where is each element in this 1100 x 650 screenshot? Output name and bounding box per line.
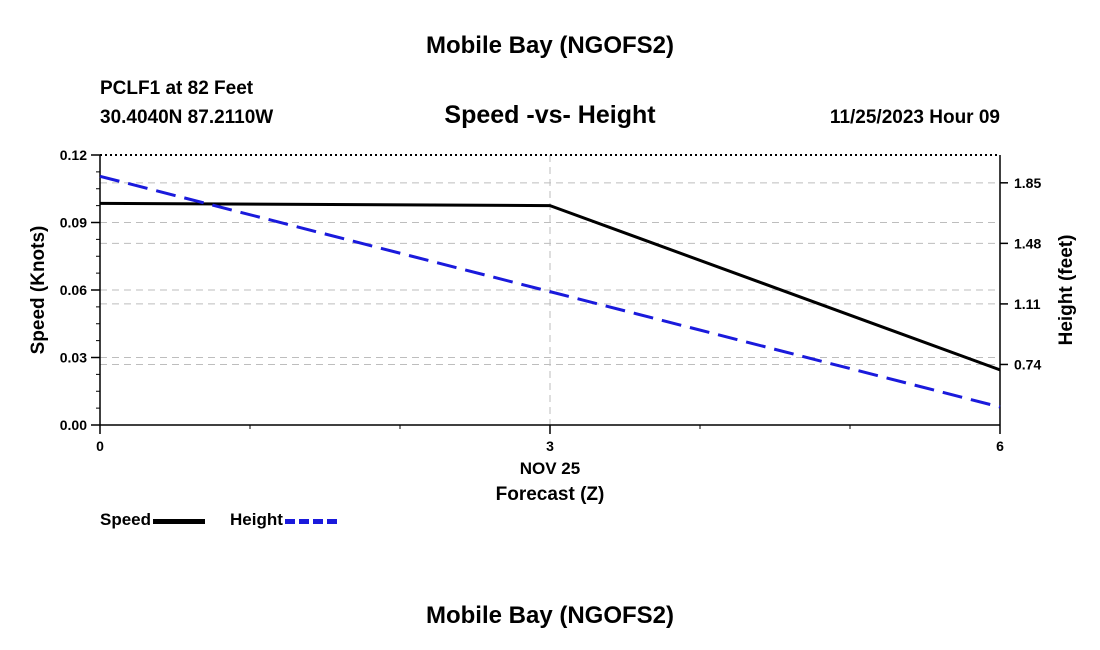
legend-label: Height — [230, 510, 283, 529]
legend-label: Speed — [100, 510, 152, 529]
x-axis-title: Forecast (Z) — [496, 484, 605, 505]
right-axis-title: Height (feet) — [1056, 235, 1077, 346]
x-tick-label: 6 — [996, 438, 1004, 454]
legend-item-speed: Speed — [100, 509, 206, 531]
series-line-speed — [99, 201, 1001, 372]
forecast-datetime: 11/25/2023 Hour 09 — [829, 107, 1000, 128]
right-tick-label: 0.74 — [1014, 356, 1041, 372]
chart-title: Speed -vs- Height — [444, 101, 656, 129]
legend-swatch — [284, 518, 337, 524]
x-date-label: NOV 25 — [520, 459, 580, 478]
station-label: PCLF1 at 82 Feet — [100, 78, 254, 99]
series-line-height — [99, 174, 1001, 409]
right-tick-label: 1.85 — [1014, 175, 1041, 191]
x-tick-label: 0 — [96, 438, 104, 454]
coordinates-label: 30.4040N 87.2110W — [100, 107, 274, 128]
footer-title: Mobile Bay (NGOFS2) — [425, 602, 675, 629]
legend-swatch — [153, 518, 206, 524]
left-tick-label: 0.09 — [60, 215, 87, 231]
right-tick-label: 1.11 — [1014, 296, 1041, 312]
legend-item-height: Height — [230, 509, 337, 531]
x-tick-label: 3 — [546, 438, 554, 454]
left-tick-label: 0.00 — [60, 417, 87, 433]
left-tick-label: 0.06 — [60, 282, 87, 298]
left-axis-title: Speed (Knots) — [28, 226, 49, 355]
main-title: Mobile Bay (NGOFS2) — [425, 32, 675, 59]
left-tick-label: 0.12 — [60, 147, 87, 163]
left-tick-label: 0.03 — [60, 350, 87, 366]
right-tick-label: 1.48 — [1014, 235, 1041, 251]
